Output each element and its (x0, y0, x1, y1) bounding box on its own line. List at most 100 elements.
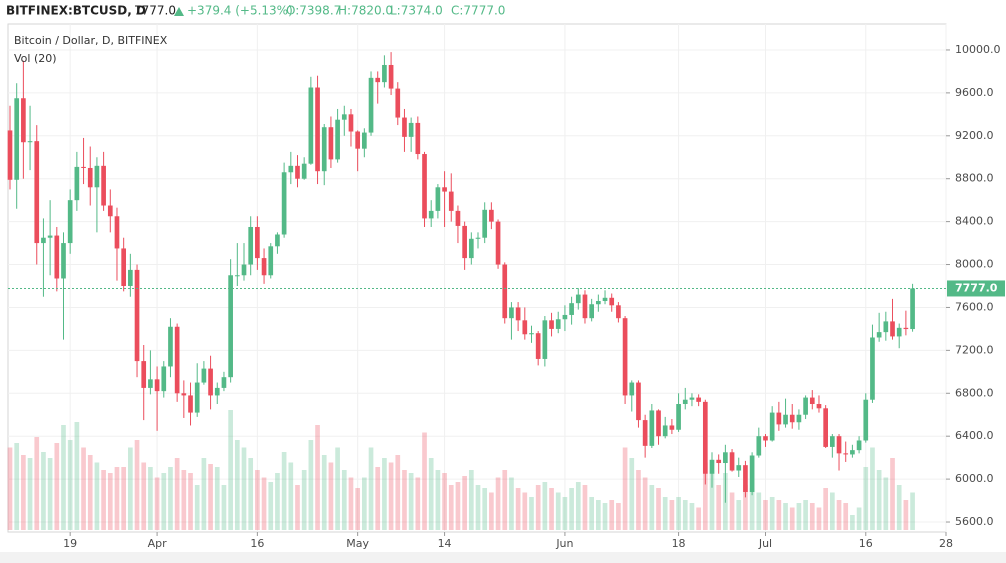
volume-bar (475, 485, 481, 530)
volume-bar (168, 467, 173, 530)
volume-bar (281, 452, 287, 530)
candle-body (221, 377, 227, 388)
volume-bar (335, 447, 340, 530)
footer-bar (0, 552, 1006, 563)
volume-bar (716, 485, 722, 530)
price: 7777.0 (134, 4, 176, 18)
candle-body (21, 98, 26, 143)
x-tick-label: May (346, 537, 369, 550)
volume-bar (47, 458, 53, 530)
volume-bar (736, 500, 742, 530)
candle-body (569, 303, 574, 315)
volume-bar (622, 447, 628, 530)
candle-body (535, 333, 541, 359)
volume-bar (141, 462, 147, 530)
candle-body (749, 455, 755, 492)
candle-body (596, 301, 601, 305)
y-tick-label: 8000.0 (955, 258, 994, 271)
volume-bar (702, 462, 708, 530)
candle-body (836, 436, 842, 454)
candle-body (435, 187, 441, 211)
candle-body (234, 275, 240, 277)
candle-body (181, 393, 187, 396)
volume-bar (789, 507, 795, 530)
volume-bar (7, 447, 13, 530)
volume-bar (836, 500, 842, 530)
volume-bar (682, 500, 688, 530)
ohlc-low: L:7374.0 (390, 4, 443, 18)
candle-body (696, 397, 701, 402)
ohlc-open: O:7398.7 (286, 4, 341, 18)
candle-layer (7, 52, 915, 503)
candle-body (188, 395, 193, 413)
candle-body (482, 209, 488, 238)
volume-bar (422, 432, 427, 530)
volume-bar (709, 470, 715, 530)
candle-body (502, 264, 508, 319)
candle-body (769, 412, 775, 441)
candle-body (783, 414, 788, 425)
y-tick-label: 8400.0 (955, 215, 994, 228)
volume-bar (355, 488, 361, 530)
volume-bar (863, 467, 869, 530)
volume-bar (602, 503, 608, 530)
candle-body (154, 379, 160, 392)
volume-bar (248, 458, 254, 530)
candle-body (288, 165, 294, 173)
volume-bar (368, 447, 374, 530)
volume-bar (67, 440, 73, 530)
candle-body (636, 382, 641, 421)
candle-body (709, 459, 715, 474)
candle-body (495, 221, 501, 265)
volume-bar (442, 473, 447, 530)
ohlc-close: C:7777.0 (451, 4, 505, 18)
candle-body (168, 326, 173, 367)
candle-body (321, 127, 327, 172)
volume-bar (228, 410, 233, 530)
candle-body (174, 326, 180, 394)
volume-bar (903, 500, 909, 530)
candle-body (455, 210, 461, 226)
candle-body (335, 119, 340, 160)
volume-bar (629, 458, 635, 530)
candle-body (475, 237, 481, 239)
candle-body (809, 397, 815, 405)
volume-bar (288, 462, 294, 530)
volume-bar (743, 485, 748, 530)
x-tick-label: 28 (939, 537, 953, 550)
candle-body (803, 397, 808, 415)
candle-body (388, 64, 394, 89)
y-tick-label: 5600.0 (955, 515, 994, 528)
volume-bar (482, 488, 488, 530)
volume-bar (41, 452, 46, 530)
candle-body (843, 453, 849, 455)
volume-bar (636, 470, 641, 530)
candle-body (716, 459, 722, 464)
candle-body (462, 225, 467, 259)
volume-bar (261, 477, 267, 530)
volume-bar (234, 440, 240, 530)
candle-body (555, 319, 561, 329)
symbol[interactable]: BITFINEX:BTCUSD, D (6, 4, 146, 18)
volume-bar (188, 473, 193, 530)
y-tick-label: 6000.0 (955, 472, 994, 485)
candle-body (81, 166, 86, 168)
volume-bar (462, 476, 467, 530)
candle-body (622, 318, 628, 396)
candle-body (656, 410, 661, 437)
candle-body (489, 209, 494, 222)
volume-bar (27, 458, 33, 530)
volume-bar (910, 492, 915, 530)
candle-body (114, 216, 120, 249)
candle-body (368, 77, 374, 133)
volume-bar (435, 470, 441, 530)
candle-body (355, 131, 361, 149)
candle-body (241, 264, 247, 276)
candle-body (743, 465, 748, 492)
candle-body (161, 366, 167, 392)
volume-bar (301, 470, 307, 530)
volume-bar (896, 485, 902, 530)
volume-bar (214, 467, 220, 530)
candle-body (662, 425, 668, 437)
candle-body (201, 368, 207, 383)
